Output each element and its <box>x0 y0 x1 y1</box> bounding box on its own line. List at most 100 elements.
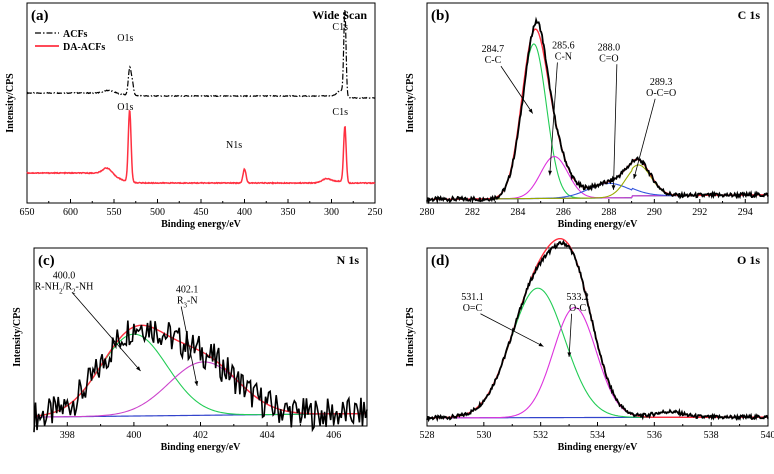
x-tick-label: 398 <box>60 430 75 441</box>
peak-label: N1s <box>226 140 242 151</box>
y-axis-label: Intensity/CPS <box>405 73 416 133</box>
fit-envelope-line <box>33 324 368 417</box>
peak-bond-label: R-NH2/R2-NH <box>35 281 94 295</box>
x-tick-label: 600 <box>63 207 78 218</box>
panel-label: (d) <box>431 253 449 269</box>
peak-energy-label: 284.7 <box>482 44 505 55</box>
annotation-arrowhead <box>538 342 544 347</box>
annotation-arrow <box>180 306 198 386</box>
x-tick-label: 294 <box>738 207 753 218</box>
x-tick-label: 530 <box>476 430 491 441</box>
legend-entry: ACFs <box>63 29 88 40</box>
x-tick-label: 550 <box>107 207 122 218</box>
peak-annotation: 284.7C-C <box>482 44 534 114</box>
fit-component-o-c <box>427 306 768 419</box>
fit-envelope-line <box>426 237 768 419</box>
raw-data-line <box>426 16 769 205</box>
peak-bond-label: C-N <box>555 51 572 62</box>
series-da-acfs-line <box>26 109 376 185</box>
x-tick-label: 280 <box>420 207 435 218</box>
annotation-arrowhead <box>136 366 141 371</box>
panel-label: (c) <box>38 253 55 269</box>
annotation-arrow <box>71 291 141 372</box>
annotation-arrowhead <box>194 381 199 386</box>
peak-label: O1s <box>117 33 133 44</box>
panel-d: 528 530 532 534 536 538 540 Binding energy/eV In… <box>405 237 774 453</box>
x-axis-label: Binding energy/eV <box>161 442 242 453</box>
series-acfs-line <box>26 10 376 100</box>
raw-data-line <box>33 320 368 433</box>
x-tick-label: 404 <box>260 430 275 441</box>
x-tick-label: 250 <box>368 207 383 218</box>
x-axis-label: Binding energy/eV <box>558 219 639 230</box>
x-tick-label: 282 <box>465 207 480 218</box>
panel-title: N 1s <box>337 253 360 267</box>
x-tick-label: 400 <box>126 430 141 441</box>
panel-title: C 1s <box>738 8 761 22</box>
x-axis-label: Binding energy/eV <box>558 442 639 453</box>
peak-bond-label: O-C <box>569 303 587 314</box>
plot-frame <box>33 247 368 427</box>
panel-a: 650 600 550 500 450 400 350 300 250 Binding energ… <box>5 2 383 230</box>
annotation-arrowhead <box>548 170 553 176</box>
peak-bond-label: O=C <box>463 303 483 314</box>
peak-bond-label: C=O <box>599 53 619 64</box>
annotation-arrowhead <box>611 185 616 190</box>
x-tick-label: 450 <box>194 207 209 218</box>
peak-bond-label: R3-N <box>177 296 198 310</box>
peak-energy-label: 285.6 <box>552 40 575 51</box>
plot-frame <box>426 2 769 204</box>
x-tick-label: 286 <box>556 207 571 218</box>
panel-b: 280 282 284 286 288 290 292 294 Binding energy/e… <box>405 2 769 230</box>
peak-annotation: 400.0R-NH2/R2-NH <box>35 270 141 372</box>
peak-energy-label: 289.3 <box>650 77 673 88</box>
x-tick-label: 284 <box>510 207 525 218</box>
panel-c: 398 400 402 404 406 Binding energy/eV Intensit… <box>12 247 368 453</box>
peak-bond-label: O-C=O <box>646 88 676 99</box>
x-tick-label: 500 <box>150 207 165 218</box>
x-tick-label: 536 <box>647 430 662 441</box>
y-axis-label: Intensity/CPS <box>405 307 416 367</box>
peak-annotation: 285.6C-N <box>548 40 575 176</box>
x-tick-label: 290 <box>647 207 662 218</box>
peak-energy-label: 400.0 <box>53 270 76 281</box>
x-tick-label: 538 <box>704 430 719 441</box>
annotation-arrow <box>568 313 573 358</box>
peak-bond-label: C-C <box>485 55 502 66</box>
legend-entry: DA-ACFs <box>63 42 105 53</box>
x-tick-label: 406 <box>326 430 341 441</box>
x-tick-label: 650 <box>20 207 35 218</box>
fit-component-c-c <box>427 43 769 200</box>
x-tick-label: 528 <box>420 430 435 441</box>
x-tick-label: 402 <box>193 430 208 441</box>
annotation-arrow <box>480 313 544 347</box>
annotation-arrowhead <box>633 173 637 179</box>
peak-annotation: 288.0C=O <box>598 42 621 190</box>
peak-annotation: 289.3O-C=O <box>633 77 676 179</box>
raw-data-line <box>426 239 769 423</box>
x-axis-label: Binding energy/eV <box>161 219 242 230</box>
fit-envelope-line <box>427 28 768 201</box>
x-tick-label: 300 <box>324 207 339 218</box>
peak-energy-label: 288.0 <box>598 42 621 53</box>
x-tick-label: 532 <box>533 430 548 441</box>
peak-energy-label: 402.1 <box>176 285 199 296</box>
annotation-arrowhead <box>567 352 572 358</box>
peak-annotation: 533.2O-C <box>566 292 589 358</box>
panel-title: O 1s <box>737 253 760 267</box>
x-tick-label: 540 <box>761 430 774 441</box>
peak-energy-label: 531.1 <box>461 292 484 303</box>
peak-annotation: 531.1O=C <box>461 292 544 347</box>
x-tick-label: 292 <box>692 207 707 218</box>
annotation-arrow <box>633 98 656 179</box>
peak-label: C1s <box>332 22 348 33</box>
peak-label: C1s <box>332 107 348 118</box>
panel-title: Wide Scan <box>312 8 367 22</box>
annotation-arrow <box>613 64 618 190</box>
panel-label: (a) <box>31 8 49 24</box>
peak-label: O1s <box>117 102 133 113</box>
peak-annotation: 402.1R3-N <box>176 285 199 386</box>
x-tick-label: 350 <box>281 207 296 218</box>
peak-energy-label: 533.2 <box>566 292 589 303</box>
